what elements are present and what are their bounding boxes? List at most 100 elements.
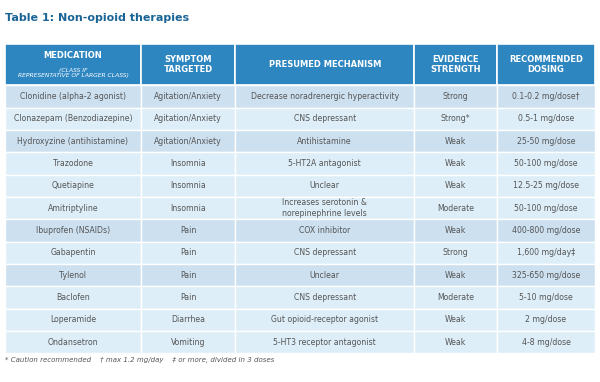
- Bar: [235, 108, 415, 130]
- Bar: [5, 175, 141, 197]
- Bar: [497, 197, 595, 219]
- Text: 400-800 mg/dose: 400-800 mg/dose: [512, 226, 580, 235]
- Text: Clonazepam (Benzodiazepine): Clonazepam (Benzodiazepine): [14, 114, 132, 123]
- Text: 5-10 mg/dose: 5-10 mg/dose: [519, 293, 573, 302]
- Text: CNS depressant: CNS depressant: [293, 293, 356, 302]
- Text: Vomiting: Vomiting: [171, 338, 205, 347]
- Text: Unclear: Unclear: [310, 181, 340, 190]
- Text: Gabapentin: Gabapentin: [50, 248, 96, 257]
- Bar: [5, 152, 141, 175]
- Bar: [5, 44, 141, 85]
- Bar: [415, 264, 497, 286]
- Bar: [497, 130, 595, 152]
- Bar: [235, 242, 415, 264]
- Text: Tylenol: Tylenol: [59, 270, 86, 280]
- Text: 12.5-25 mg/dose: 12.5-25 mg/dose: [513, 181, 579, 190]
- Bar: [415, 309, 497, 331]
- Text: Loperamide: Loperamide: [50, 315, 96, 324]
- Text: Clonidine (alpha-2 agonist): Clonidine (alpha-2 agonist): [20, 92, 126, 101]
- Bar: [235, 152, 415, 175]
- Bar: [141, 331, 235, 353]
- Bar: [497, 242, 595, 264]
- Text: 5-HT3 receptor antagonist: 5-HT3 receptor antagonist: [274, 338, 376, 347]
- Bar: [497, 309, 595, 331]
- Bar: [415, 44, 497, 85]
- Text: COX inhibitor: COX inhibitor: [299, 226, 350, 235]
- Bar: [235, 331, 415, 353]
- Bar: [141, 242, 235, 264]
- Bar: [5, 219, 141, 242]
- Text: 1,600 mg/day‡: 1,600 mg/day‡: [517, 248, 575, 257]
- Text: 325-650 mg/dose: 325-650 mg/dose: [512, 270, 580, 280]
- Text: Strong*: Strong*: [441, 114, 470, 123]
- Bar: [497, 44, 595, 85]
- Bar: [141, 108, 235, 130]
- Bar: [5, 331, 141, 353]
- Bar: [235, 197, 415, 219]
- Bar: [5, 242, 141, 264]
- Text: Increases serotonin &
norepinephrine levels: Increases serotonin & norepinephrine lev…: [282, 198, 367, 218]
- Bar: [415, 108, 497, 130]
- Text: Gut opioid-receptor agonist: Gut opioid-receptor agonist: [271, 315, 378, 324]
- Bar: [5, 286, 141, 309]
- Text: SYMPTOM
TARGETED: SYMPTOM TARGETED: [163, 55, 212, 74]
- Text: Trazodone: Trazodone: [53, 159, 93, 168]
- Bar: [235, 264, 415, 286]
- Text: Strong: Strong: [443, 248, 469, 257]
- Text: Table 1: Non-opioid therapies: Table 1: Non-opioid therapies: [5, 13, 189, 23]
- Bar: [235, 175, 415, 197]
- Bar: [497, 264, 595, 286]
- Text: EVIDENCE
STRENGTH: EVIDENCE STRENGTH: [430, 55, 481, 74]
- Text: Weak: Weak: [445, 270, 466, 280]
- Bar: [5, 130, 141, 152]
- Text: Quetiapine: Quetiapine: [52, 181, 94, 190]
- Bar: [235, 85, 415, 108]
- Bar: [141, 286, 235, 309]
- Bar: [497, 152, 595, 175]
- Text: Weak: Weak: [445, 181, 466, 190]
- Text: (CLASS IF
REPRESENTATIVE OF LARGER CLASS): (CLASS IF REPRESENTATIVE OF LARGER CLASS…: [17, 68, 128, 78]
- Bar: [415, 197, 497, 219]
- Bar: [141, 197, 235, 219]
- Text: Insomnia: Insomnia: [170, 181, 206, 190]
- Bar: [415, 175, 497, 197]
- Text: PRESUMED MECHANISM: PRESUMED MECHANISM: [269, 60, 381, 69]
- Bar: [235, 309, 415, 331]
- Text: Agitation/Anxiety: Agitation/Anxiety: [154, 136, 222, 146]
- Bar: [415, 331, 497, 353]
- Text: Ibuprofen (NSAIDs): Ibuprofen (NSAIDs): [36, 226, 110, 235]
- Text: Weak: Weak: [445, 315, 466, 324]
- Text: 4-8 mg/dose: 4-8 mg/dose: [521, 338, 571, 347]
- Bar: [415, 152, 497, 175]
- Bar: [497, 85, 595, 108]
- Text: Pain: Pain: [180, 248, 196, 257]
- Text: Insomnia: Insomnia: [170, 204, 206, 213]
- Text: CNS depressant: CNS depressant: [293, 248, 356, 257]
- Text: Pain: Pain: [180, 226, 196, 235]
- Text: Antihistamine: Antihistamine: [298, 136, 352, 146]
- Bar: [415, 130, 497, 152]
- Text: Baclofen: Baclofen: [56, 293, 90, 302]
- Text: Agitation/Anxiety: Agitation/Anxiety: [154, 114, 222, 123]
- Bar: [141, 152, 235, 175]
- Bar: [5, 197, 141, 219]
- Bar: [497, 108, 595, 130]
- Text: Moderate: Moderate: [437, 204, 474, 213]
- Text: RECOMMENDED
DOSING: RECOMMENDED DOSING: [509, 55, 583, 74]
- Bar: [141, 44, 235, 85]
- Bar: [141, 309, 235, 331]
- Bar: [415, 242, 497, 264]
- Text: 0.5-1 mg/dose: 0.5-1 mg/dose: [518, 114, 574, 123]
- Text: 50-100 mg/dose: 50-100 mg/dose: [514, 159, 578, 168]
- Text: 2 mg/dose: 2 mg/dose: [526, 315, 566, 324]
- Text: 25-50 mg/dose: 25-50 mg/dose: [517, 136, 575, 146]
- Bar: [141, 85, 235, 108]
- Bar: [5, 309, 141, 331]
- Bar: [497, 219, 595, 242]
- Text: Strong: Strong: [443, 92, 469, 101]
- Bar: [5, 108, 141, 130]
- Text: Hydroxyzine (antihistamine): Hydroxyzine (antihistamine): [17, 136, 128, 146]
- Bar: [497, 331, 595, 353]
- Bar: [415, 85, 497, 108]
- Text: 5-HT2A antagonist: 5-HT2A antagonist: [289, 159, 361, 168]
